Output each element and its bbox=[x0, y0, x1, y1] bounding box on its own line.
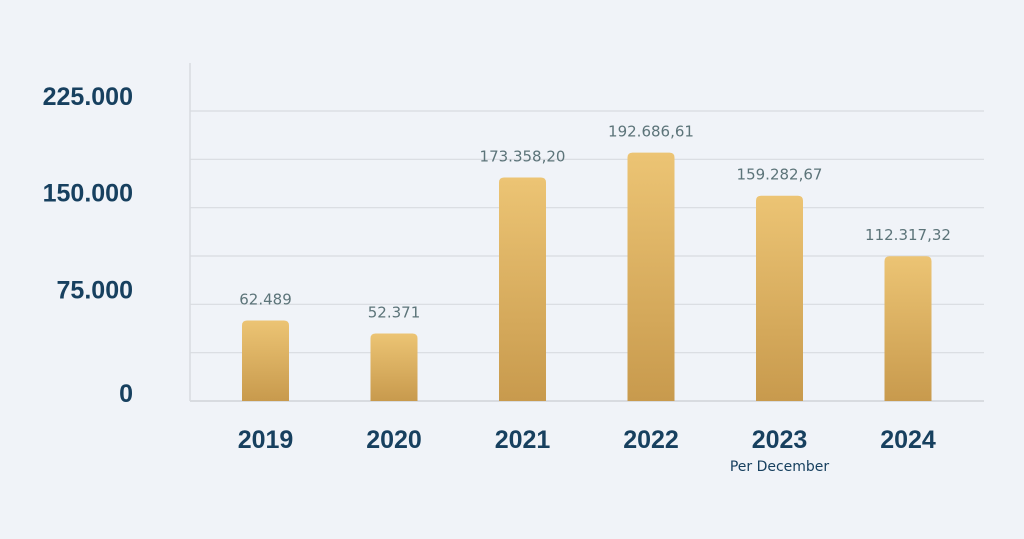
bar-2023 bbox=[756, 195, 803, 401]
y-tick-label: 225.000 bbox=[43, 83, 133, 111]
y-tick-label: 0 bbox=[119, 380, 133, 408]
bar-2022 bbox=[627, 152, 675, 401]
bar-2024 bbox=[884, 256, 932, 401]
bar-2021 bbox=[499, 177, 546, 401]
data-label: 192.686,61 bbox=[608, 123, 694, 141]
data-label: 159.282,67 bbox=[737, 166, 823, 184]
y-tick-label: 150.000 bbox=[43, 180, 133, 208]
data-label: 52.371 bbox=[368, 303, 421, 321]
bar-2020 bbox=[370, 333, 418, 401]
x-tick-label: 2019 bbox=[238, 426, 294, 454]
data-label: 173.358,20 bbox=[480, 148, 566, 166]
x-tick-label: 2021 bbox=[495, 426, 551, 454]
x-tick-label: 2024 bbox=[880, 426, 936, 454]
data-label: 62.489 bbox=[239, 290, 292, 308]
x-tick-label: 2020 bbox=[366, 426, 422, 454]
x-tick-label: 2022 bbox=[623, 426, 679, 454]
bar-2019 bbox=[242, 320, 289, 401]
data-label: 112.317,32 bbox=[865, 226, 951, 244]
category-note: Per December bbox=[730, 459, 830, 475]
x-tick-label: 2023 bbox=[752, 426, 808, 454]
y-tick-label: 75.000 bbox=[57, 276, 133, 304]
